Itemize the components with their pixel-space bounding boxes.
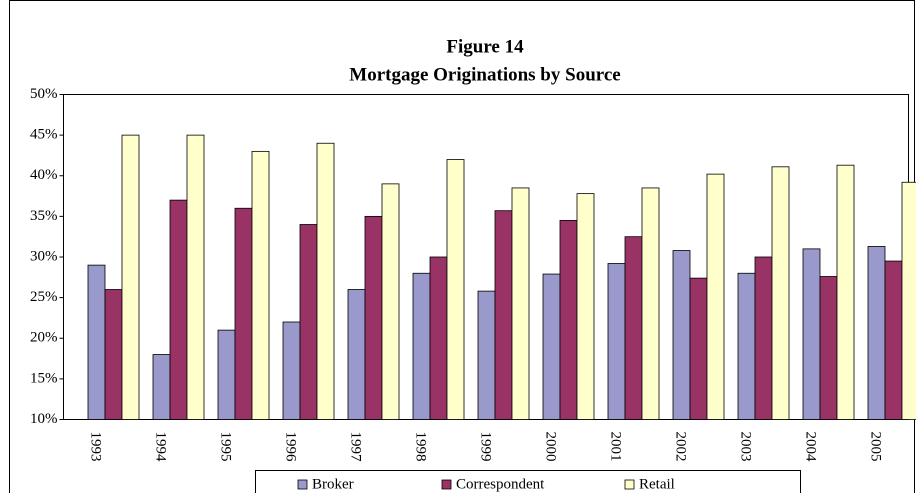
bar xyxy=(299,224,318,420)
x-tick-label: 1998 xyxy=(413,432,429,462)
bar xyxy=(884,260,903,420)
bar xyxy=(412,272,431,420)
bar xyxy=(251,150,270,420)
x-tick-label: 2003 xyxy=(738,432,754,462)
bar xyxy=(771,166,790,420)
bar xyxy=(446,159,465,420)
x-tick-label: 2002 xyxy=(673,432,689,462)
x-tick-label: 1999 xyxy=(478,432,494,462)
x-tick-label: 1994 xyxy=(153,432,169,463)
bar xyxy=(901,181,916,420)
y-tick-label: 15% xyxy=(30,370,58,386)
bar xyxy=(802,248,821,420)
bar xyxy=(836,164,855,420)
chart-subtitle: Mortgage Originations by Source xyxy=(349,64,620,85)
y-tick-label: 30% xyxy=(30,248,58,264)
legend-label: Correspondent xyxy=(456,476,545,492)
bar xyxy=(754,256,773,420)
x-tick-label: 2001 xyxy=(608,432,624,462)
bar xyxy=(737,272,756,420)
bar xyxy=(186,134,205,420)
y-tick-label: 10% xyxy=(30,411,58,427)
y-tick-label: 20% xyxy=(30,330,58,346)
legend-swatch xyxy=(441,479,452,490)
bar xyxy=(282,321,301,420)
bar xyxy=(217,329,236,420)
bar xyxy=(689,277,708,420)
legend-swatch xyxy=(297,479,308,490)
y-tick-label: 45% xyxy=(30,127,58,143)
bar xyxy=(542,273,561,420)
y-tick-label: 35% xyxy=(30,208,58,224)
bar xyxy=(576,193,595,420)
bar xyxy=(672,250,691,420)
bar xyxy=(477,290,496,420)
x-tick-label: 2000 xyxy=(543,432,559,462)
y-tick-label: 25% xyxy=(30,289,58,305)
bar xyxy=(867,246,886,420)
bar xyxy=(347,289,366,420)
bar xyxy=(381,183,400,420)
x-tick-label: 1997 xyxy=(348,432,364,463)
bar xyxy=(494,210,513,420)
bar xyxy=(169,199,188,420)
bar xyxy=(559,220,578,420)
x-tick-label: 1993 xyxy=(88,432,104,462)
bar xyxy=(316,142,335,420)
x-tick-label: 1996 xyxy=(283,432,299,463)
legend-swatch xyxy=(624,479,635,490)
legend-label: Retail xyxy=(639,476,675,492)
bar xyxy=(104,289,123,420)
bar xyxy=(607,263,626,420)
bar xyxy=(87,264,106,420)
chart-title: Figure 14 xyxy=(446,36,524,57)
legend-box xyxy=(255,470,801,493)
legend-label: Broker xyxy=(312,476,354,492)
x-tick-label: 2005 xyxy=(868,432,884,462)
bar xyxy=(234,207,253,420)
bar xyxy=(819,276,838,420)
y-tick-label: 50% xyxy=(30,86,58,102)
bar xyxy=(364,215,383,420)
x-tick-label: 2004 xyxy=(803,432,819,463)
x-tick-label: 1995 xyxy=(218,432,234,462)
bar xyxy=(641,187,660,420)
bar xyxy=(121,134,140,420)
bar xyxy=(706,173,725,420)
bar xyxy=(152,354,171,420)
bar xyxy=(429,256,448,420)
y-tick-label: 40% xyxy=(30,167,58,183)
bar xyxy=(511,187,530,420)
bar xyxy=(624,236,643,420)
